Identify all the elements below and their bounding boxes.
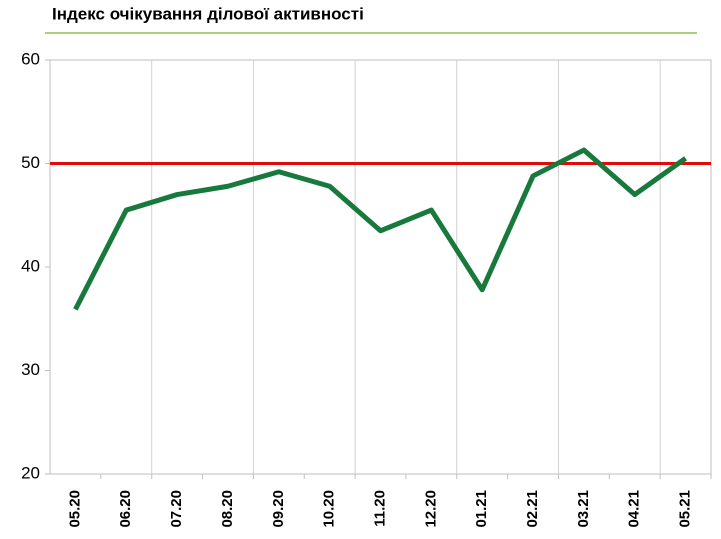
plot-frame [49,59,712,475]
y-tick-label: 30 [21,360,40,379]
x-tick-label: 12.20 [422,490,439,528]
x-tick-label: 11.20 [371,490,388,527]
x-tick-label: 08.20 [219,490,236,528]
x-tick-label: 10.20 [321,490,338,528]
x-tick-label: 05.21 [677,490,694,528]
x-tick-label: 06.20 [117,490,134,528]
chart-title: Індекс очікування ділової активності [52,4,364,23]
x-tick-label: 05.20 [66,490,83,528]
x-tick-label: 09.20 [270,490,287,528]
x-tick-label: 01.21 [473,490,490,528]
y-tick-label: 20 [21,463,40,482]
y-tick-label: 60 [21,49,40,68]
data-line [73,147,688,311]
y-tick-label: 50 [21,153,40,172]
x-tick-label: 04.21 [626,490,643,528]
x-tick-label: 03.21 [575,490,592,528]
y-tick-label: 40 [21,256,40,275]
x-tick-label: 07.20 [168,490,185,528]
x-tick-label: 02.21 [524,490,541,528]
